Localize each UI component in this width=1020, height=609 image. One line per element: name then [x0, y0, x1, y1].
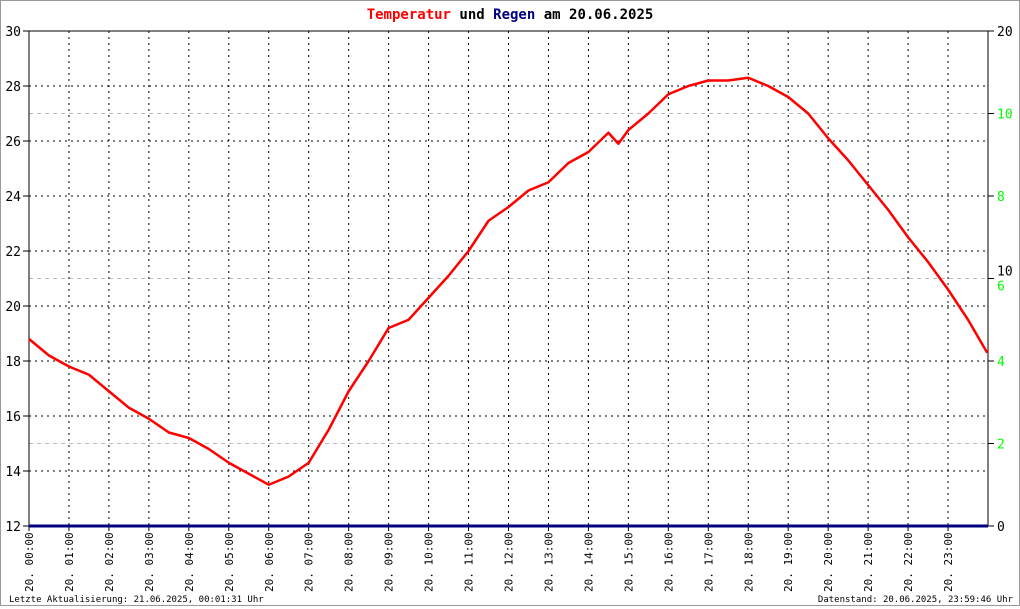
x-tick-label: 20. 03:00	[143, 532, 156, 592]
left-tick-label: 20	[5, 300, 21, 315]
x-tick-label: 20. 05:00	[223, 532, 236, 592]
left-tick-label: 12	[5, 520, 21, 535]
x-tick-label: 20. 19:00	[782, 532, 795, 592]
x-tick-label: 20. 14:00	[582, 532, 595, 592]
right-green-tick-label: 2	[997, 438, 1005, 453]
footer-data-status: Datenstand: 20.06.2025, 23:59:46 Uhr	[818, 595, 1014, 605]
left-tick-label: 22	[5, 245, 21, 260]
series	[28, 76, 989, 528]
x-tick-label: 20. 21:00	[862, 532, 875, 592]
right-green-tick-label: 6	[997, 280, 1005, 295]
x-tick-label: 20. 13:00	[542, 532, 555, 592]
title-part: Regen	[493, 7, 535, 23]
left-tick-label: 18	[5, 355, 21, 370]
x-tick-label: 20. 17:00	[702, 532, 715, 592]
left-tick-label: 16	[5, 410, 21, 425]
x-tick-label: 20. 06:00	[263, 532, 276, 592]
x-tick-label: 20. 23:00	[942, 532, 955, 592]
right-green-tick-label: 10	[997, 108, 1013, 123]
x-tick-label: 20. 02:00	[103, 532, 116, 592]
chart-title: Temperatur und Regen am 20.06.2025	[367, 7, 654, 23]
left-tick-label: 30	[5, 25, 21, 40]
x-tick-label: 20. 11:00	[463, 532, 476, 592]
grid	[29, 31, 988, 526]
x-tick-label: 20. 18:00	[742, 532, 755, 592]
left-tick-label: 24	[5, 190, 21, 205]
x-tick-label: 20. 15:00	[622, 532, 635, 592]
x-tick-label: 20. 07:00	[303, 532, 316, 592]
left-tick-label: 28	[5, 80, 21, 95]
title-part: Temperatur	[367, 7, 451, 23]
title-part: am 20.06.2025	[535, 7, 653, 23]
x-tick-label: 20. 09:00	[383, 532, 396, 592]
x-tick-label: 20. 12:00	[503, 532, 516, 592]
x-tick-label: 20. 04:00	[183, 532, 196, 592]
right-green-tick-label: 8	[997, 190, 1005, 205]
x-tick-label: 20. 08:00	[343, 532, 356, 592]
right-green-tick-label: 4	[997, 355, 1005, 370]
x-tick-label: 20. 22:00	[902, 532, 915, 592]
x-tick-label: 20. 01:00	[63, 532, 76, 592]
x-tick-label: 20. 10:00	[423, 532, 436, 592]
series-temperatur-line	[28, 76, 989, 486]
right-tick-label: 20	[997, 25, 1013, 40]
left-tick-label: 14	[5, 465, 21, 480]
x-tick-label: 20. 16:00	[662, 532, 675, 592]
footer-last-update: Letzte Aktualisierung: 21.06.2025, 00:01…	[9, 595, 264, 605]
right-tick-label: 0	[997, 520, 1005, 535]
left-tick-label: 26	[5, 135, 21, 150]
title-part: und	[451, 7, 493, 23]
x-tick-label: 20. 00:00	[23, 532, 36, 592]
right-tick-label: 10	[997, 265, 1013, 280]
x-tick-label: 20. 20:00	[822, 532, 835, 592]
